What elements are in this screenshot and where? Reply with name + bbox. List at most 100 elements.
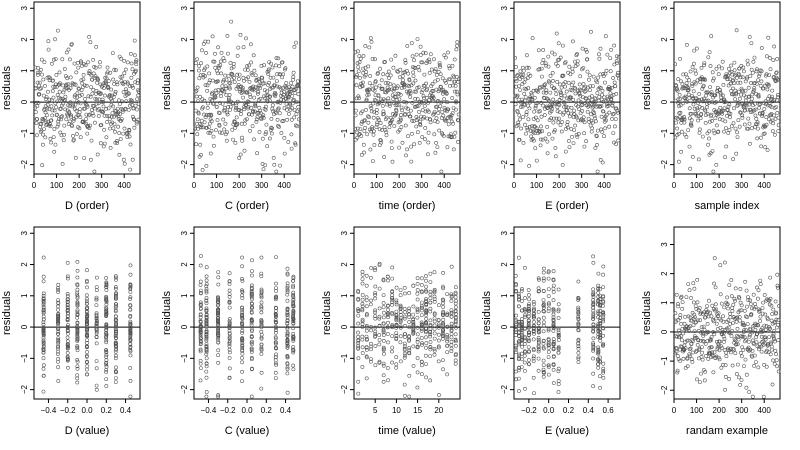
y-axis-label: residuals <box>641 65 653 110</box>
data-point <box>412 142 417 147</box>
data-point <box>727 102 732 107</box>
data-point <box>358 56 363 61</box>
data-point <box>764 364 769 369</box>
data-point <box>546 365 551 369</box>
data-point <box>72 94 77 99</box>
data-point <box>517 117 522 122</box>
data-point <box>735 326 740 331</box>
data-point <box>243 103 248 108</box>
data-point <box>61 138 66 143</box>
data-point <box>43 116 48 121</box>
data-point <box>52 127 57 131</box>
data-point <box>754 117 759 121</box>
data-point <box>759 69 764 74</box>
data-point <box>255 110 260 115</box>
data-point <box>616 73 621 78</box>
data-point <box>217 130 222 135</box>
data-point <box>709 112 714 117</box>
data-point <box>204 125 209 130</box>
data-point <box>368 36 373 41</box>
data-point <box>360 297 365 302</box>
data-point <box>541 90 546 95</box>
data-point <box>109 87 114 92</box>
data-point <box>680 82 685 86</box>
data-point <box>386 320 390 325</box>
data-point <box>65 291 70 296</box>
data-point <box>424 278 428 283</box>
data-point <box>772 98 777 102</box>
data-point <box>523 95 528 100</box>
data-point <box>597 94 602 99</box>
data-point <box>587 119 592 124</box>
data-point <box>444 80 448 85</box>
data-point <box>53 37 57 42</box>
data-point <box>204 361 209 366</box>
data-point <box>727 128 732 132</box>
data-point <box>55 99 60 104</box>
data-point <box>356 356 361 361</box>
data-point <box>55 124 60 129</box>
data-point <box>66 331 70 336</box>
data-point <box>738 80 743 85</box>
data-point <box>239 109 244 113</box>
data-point <box>744 372 749 377</box>
data-point <box>267 80 271 85</box>
data-point <box>435 145 440 150</box>
data-point <box>416 103 421 108</box>
data-point <box>546 355 551 360</box>
data-point <box>381 379 386 384</box>
data-point <box>731 121 736 126</box>
data-point <box>269 125 274 130</box>
data-point <box>697 130 702 135</box>
data-point <box>360 84 365 89</box>
data-point <box>561 43 565 48</box>
data-point <box>283 66 288 71</box>
data-point <box>277 125 281 129</box>
data-point <box>721 93 725 98</box>
data-point <box>726 73 730 78</box>
data-point <box>701 83 706 88</box>
data-point <box>381 330 386 335</box>
data-point <box>598 385 603 390</box>
data-point <box>553 154 558 159</box>
data-point <box>728 111 733 116</box>
data-point <box>198 378 203 383</box>
data-point <box>285 353 290 358</box>
data-point <box>394 365 399 370</box>
data-point <box>456 139 460 144</box>
data-point <box>356 313 361 318</box>
data-point <box>686 88 690 93</box>
data-point <box>41 310 46 315</box>
data-point <box>291 314 296 319</box>
data-point <box>394 325 399 330</box>
data-point <box>117 131 122 135</box>
data-point <box>204 325 209 330</box>
data-point <box>84 299 89 304</box>
data-point <box>85 131 90 136</box>
data-point <box>403 323 407 328</box>
data-point <box>516 72 520 77</box>
data-point <box>128 327 133 332</box>
data-point <box>93 65 98 70</box>
x-tick-label: 100 <box>690 406 704 415</box>
data-point <box>403 60 408 65</box>
data-point <box>291 363 296 368</box>
data-point <box>576 279 581 284</box>
data-point <box>364 88 369 93</box>
data-point <box>598 286 603 291</box>
data-point <box>65 274 70 279</box>
data-point <box>402 285 407 290</box>
data-point <box>373 85 378 90</box>
data-point <box>65 350 70 355</box>
data-point <box>104 327 109 332</box>
data-point <box>453 311 458 316</box>
data-point <box>369 127 374 131</box>
data-point <box>291 285 296 290</box>
data-point <box>205 64 210 69</box>
data-point <box>66 47 71 52</box>
data-point <box>436 89 441 94</box>
data-point <box>273 92 278 96</box>
data-point <box>536 347 541 352</box>
data-point <box>105 114 110 118</box>
data-point <box>398 325 403 330</box>
